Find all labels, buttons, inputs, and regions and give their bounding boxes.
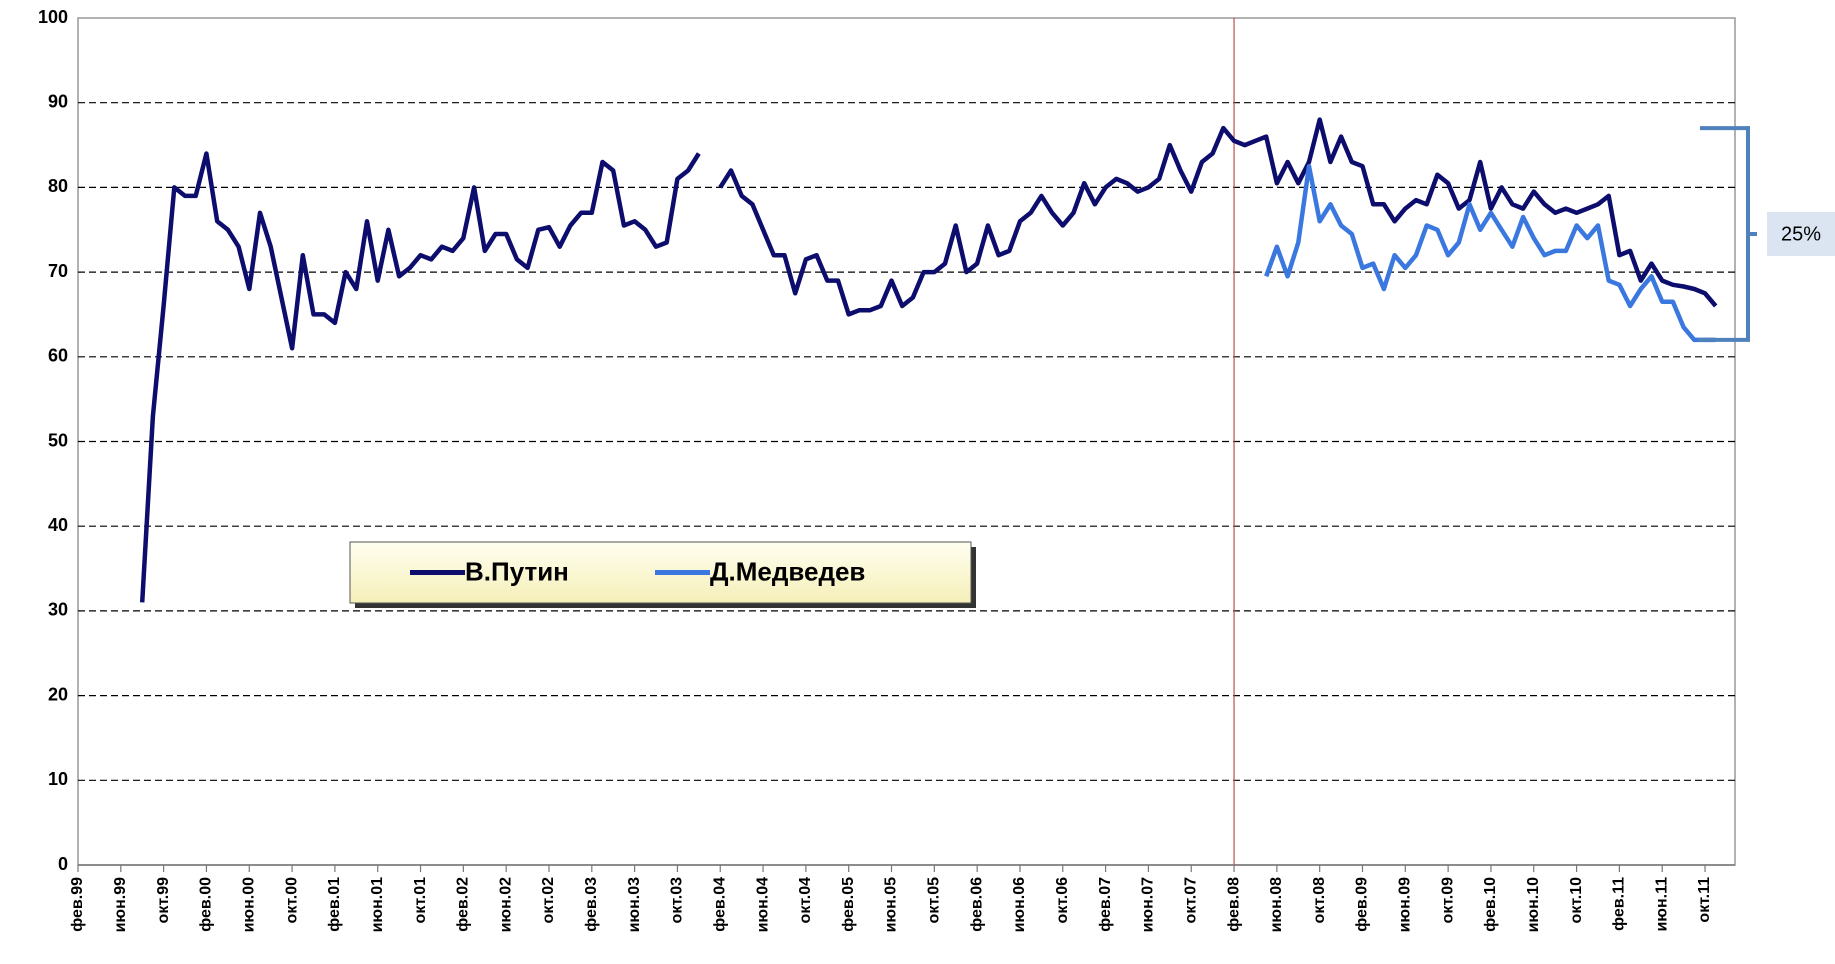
x-tick-label: окт.03	[669, 877, 686, 924]
x-tick-label: фев.11	[1611, 877, 1628, 931]
y-tick-label: 30	[48, 600, 68, 620]
x-tick-label: фев.06	[968, 877, 985, 932]
x-tick-label: окт.06	[1054, 877, 1071, 924]
x-tick-label: окт.07	[1182, 877, 1199, 924]
x-tick-label: фев.99	[69, 877, 86, 932]
x-tick-label: июн.07	[1140, 877, 1157, 933]
x-tick-label: окт.99	[155, 877, 172, 924]
x-tick-label: фев.09	[1354, 877, 1371, 932]
annotation-label: 25%	[1781, 223, 1821, 245]
x-tick-label: июн.02	[497, 877, 514, 933]
annotation-box	[1767, 211, 1835, 256]
x-tick-label: фев.01	[326, 877, 343, 932]
series-line	[139, 117, 1718, 603]
y-tick-label: 40	[48, 515, 68, 535]
x-tick-label: июн.03	[626, 877, 643, 933]
x-tick-label: июн.01	[369, 877, 386, 933]
x-tick-label: фев.07	[1097, 877, 1114, 932]
x-tick-label: июн.11	[1653, 877, 1670, 932]
x-tick-label: июн.99	[112, 877, 129, 933]
x-tick-label: окт.11	[1696, 877, 1713, 923]
x-tick-label: фев.04	[711, 877, 728, 932]
x-tick-label: июн.06	[1011, 877, 1028, 933]
x-tick-label: июн.05	[883, 877, 900, 933]
x-tick-label: июн.09	[1397, 877, 1414, 933]
x-tick-label: фев.02	[455, 877, 472, 932]
x-tick-label: окт.09	[1439, 877, 1456, 924]
x-tick-label: фев.05	[840, 877, 857, 932]
y-tick-label: 70	[48, 261, 68, 281]
x-tick-label: окт.08	[1311, 877, 1328, 924]
x-tick-label: фев.10	[1482, 877, 1499, 932]
y-tick-label: 100	[38, 7, 68, 27]
x-tick-label: фев.03	[583, 877, 600, 932]
y-tick-label: 50	[48, 430, 68, 450]
x-tick-label: фев.00	[198, 877, 215, 932]
x-tick-label: июн.08	[1268, 877, 1285, 933]
x-tick-label: окт.00	[283, 877, 300, 924]
x-tick-label: окт.10	[1568, 877, 1585, 924]
x-tick-label: окт.04	[797, 877, 814, 924]
y-tick-label: 90	[48, 91, 68, 111]
x-tick-label: фев.08	[1225, 877, 1242, 932]
x-tick-label: июн.04	[754, 877, 771, 933]
legend-label: В.Путин	[465, 556, 569, 586]
x-tick-label: окт.05	[926, 877, 943, 924]
x-tick-label: окт.01	[412, 877, 429, 924]
series-line	[1264, 163, 1716, 343]
x-tick-label: июн.10	[1525, 877, 1542, 933]
y-tick-label: 60	[48, 346, 68, 366]
bracket	[1698, 126, 1750, 342]
y-tick-label: 10	[48, 769, 68, 789]
y-tick-label: 0	[58, 854, 68, 874]
y-tick-label: 20	[48, 684, 68, 704]
x-tick-label: окт.02	[540, 877, 557, 924]
y-tick-label: 80	[48, 176, 68, 196]
x-tick-label: июн.00	[240, 877, 257, 933]
legend-label: Д.Медведев	[710, 556, 865, 586]
